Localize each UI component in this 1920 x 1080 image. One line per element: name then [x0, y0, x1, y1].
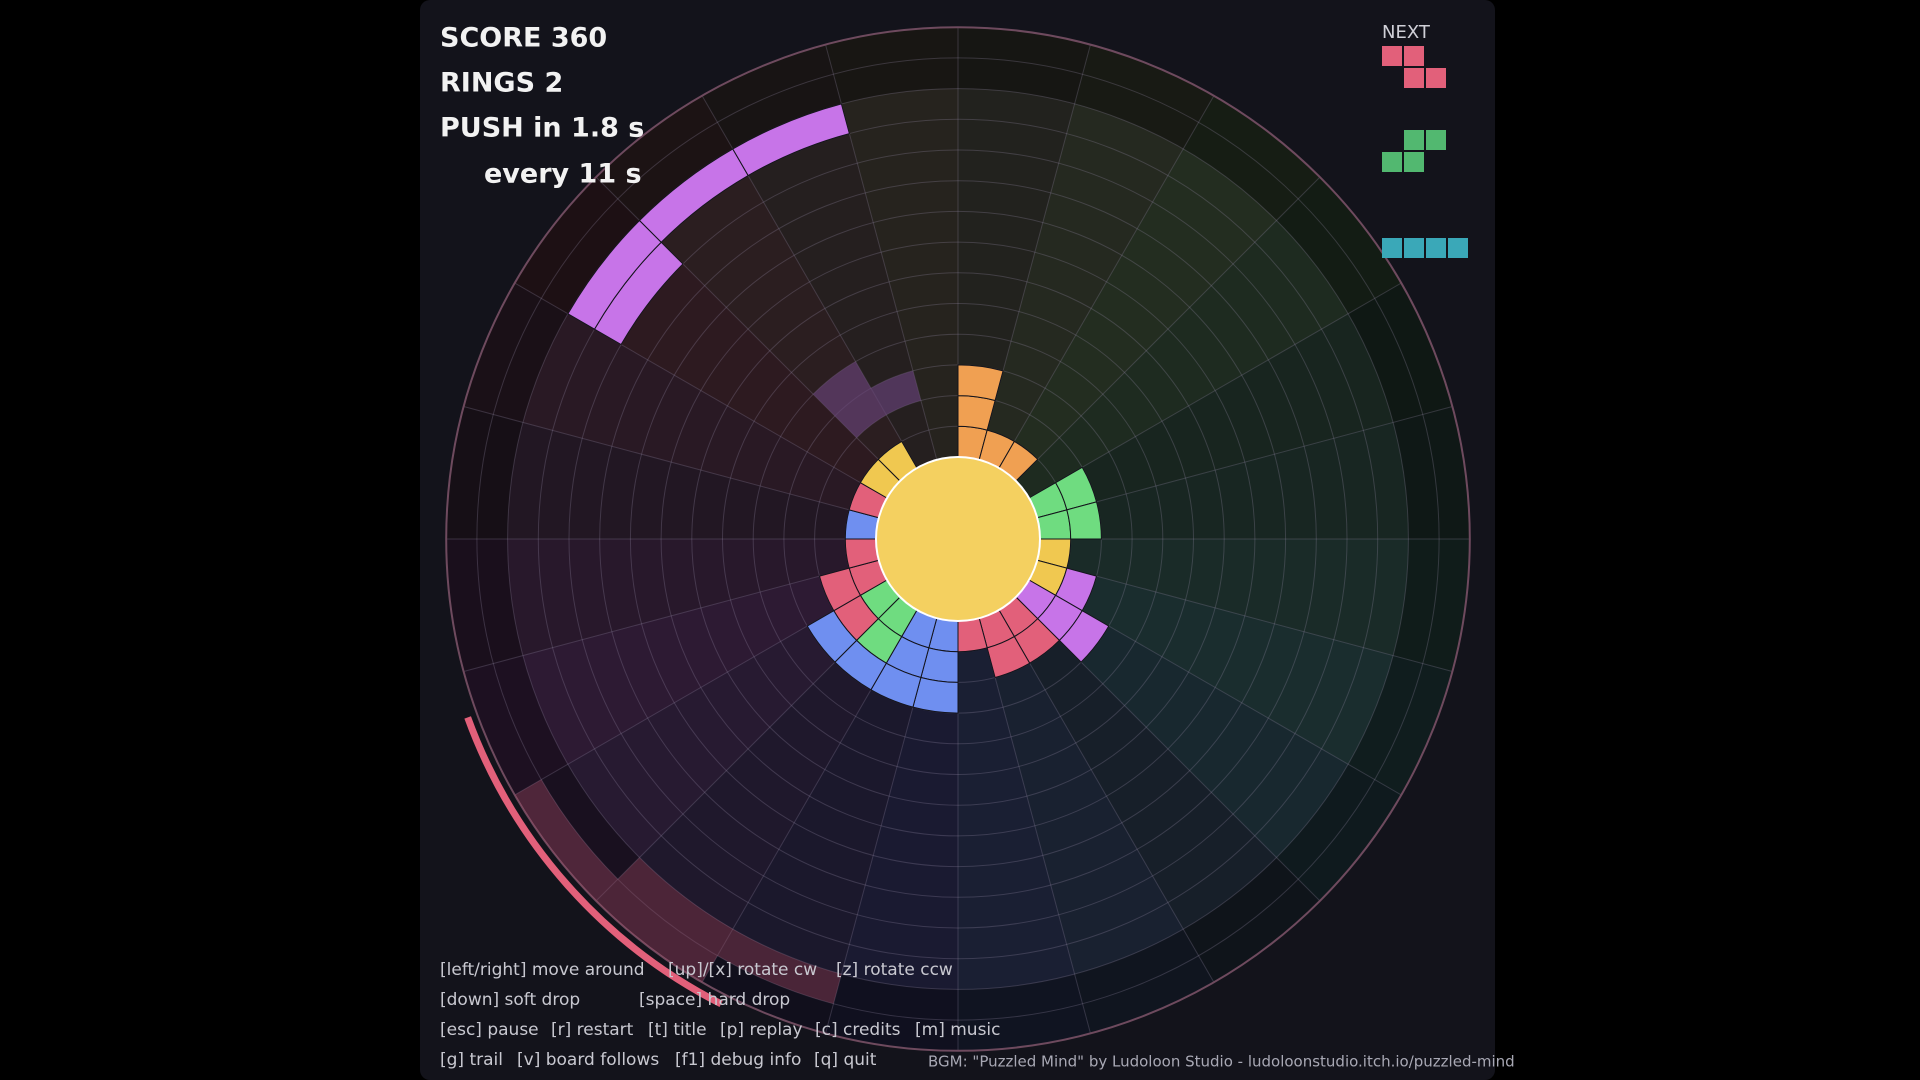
- control-hint: [z] rotate ccw: [836, 960, 953, 980]
- ghost-block: [834, 388, 887, 438]
- core: [875, 456, 1041, 622]
- board-rim: [445, 26, 1471, 1052]
- sector-tint: [596, 596, 917, 983]
- control-hint: [t] title: [648, 1020, 707, 1040]
- sector-tint: [446, 539, 879, 672]
- control-hint: [c] credits: [815, 1020, 901, 1040]
- ghost-block: [813, 361, 871, 416]
- next-queue: [1382, 46, 1468, 258]
- next-piece-cell: [1426, 238, 1446, 258]
- sector-tint: [958, 27, 1091, 460]
- sector-tint: [825, 618, 958, 1051]
- push-interval: every 11 s: [484, 159, 642, 190]
- ring-line: [629, 210, 1287, 868]
- next-piece-cell: [1404, 152, 1424, 172]
- ring-line: [537, 118, 1379, 960]
- control-hint: [r] restart: [551, 1020, 634, 1040]
- control-hint: [up]/[x] rotate cw: [668, 960, 817, 980]
- rings: RINGS 2: [440, 68, 563, 99]
- music-credit: BGM: "Puzzled Mind" by Ludoloon Studio -…: [928, 1053, 1515, 1071]
- next-piece-cell: [1448, 238, 1468, 258]
- control-hint: [esc] pause: [440, 1020, 539, 1040]
- spoke-line: [1037, 559, 1453, 672]
- block: [806, 610, 858, 663]
- control-hint: [down] soft drop: [440, 990, 580, 1010]
- outer-band: [446, 27, 1470, 1051]
- sector-tint: [1037, 539, 1470, 672]
- next-piece-cell: [1426, 68, 1446, 88]
- ring-line: [752, 333, 1164, 745]
- next-piece-cell: [1404, 46, 1424, 66]
- spoke-line: [1037, 406, 1453, 519]
- push-timer: PUSH in 1.8 s: [440, 113, 644, 144]
- next-label: NEXT: [1382, 22, 1431, 43]
- block: [1058, 610, 1110, 663]
- trail-cell: [717, 929, 842, 1004]
- sector-tint: [463, 283, 887, 518]
- next-piece-cell: [1404, 238, 1424, 258]
- sector-tint: [514, 580, 901, 901]
- ring-line: [507, 88, 1409, 990]
- sector-tint: [979, 610, 1214, 1034]
- spoke-line: [998, 95, 1215, 469]
- falling-block: [732, 103, 850, 177]
- control-hint: [v] board follows: [517, 1050, 659, 1070]
- sector-tint: [446, 406, 879, 539]
- trail-cell: [596, 879, 718, 983]
- trail-cell: [617, 857, 733, 956]
- ring-line: [691, 272, 1225, 806]
- spoke-line: [1028, 282, 1402, 499]
- score: SCORE 360: [440, 23, 607, 54]
- spoke-line: [1015, 176, 1321, 482]
- ghost-block: [870, 370, 921, 415]
- sector-tint: [702, 610, 937, 1034]
- ring-line: [660, 241, 1256, 837]
- block: [957, 364, 1004, 402]
- control-hint: [space] hard drop: [639, 990, 790, 1010]
- ring-line: [568, 149, 1348, 929]
- control-hint: [m] music: [915, 1020, 1001, 1040]
- next-piece-cell: [1382, 46, 1402, 66]
- next-piece-cell: [1382, 152, 1402, 172]
- ring-line: [476, 57, 1440, 1021]
- ring-line: [722, 303, 1194, 775]
- sector-tint: [999, 596, 1320, 983]
- trail-arc: [464, 716, 723, 1008]
- spoke-line: [978, 618, 1091, 1034]
- control-hint: [left/right] move around: [440, 960, 645, 980]
- ring-line: [599, 180, 1317, 898]
- sector-tint: [958, 618, 1091, 1051]
- next-piece-cell: [1382, 238, 1402, 258]
- next-piece-cell: [1404, 130, 1424, 150]
- next-piece-cell: [1404, 68, 1424, 88]
- sector-tint: [1029, 560, 1453, 795]
- next-piece-cell: [1426, 130, 1446, 150]
- spoke-line: [998, 609, 1215, 983]
- spoke-line: [463, 406, 879, 519]
- sector-tint: [825, 27, 958, 460]
- sector-tint: [463, 560, 887, 795]
- trail-cell: [514, 779, 618, 901]
- spoke-line: [463, 559, 879, 672]
- control-hint: [g] trail: [440, 1050, 503, 1070]
- sector-tint: [979, 44, 1214, 468]
- control-hint: [q] quit: [814, 1050, 877, 1070]
- sector-tint: [1015, 177, 1402, 498]
- control-hint: [f1] debug info: [675, 1050, 801, 1070]
- control-hint: [p] replay: [720, 1020, 803, 1040]
- sector-tint: [1029, 283, 1453, 518]
- sector-tint: [999, 95, 1320, 482]
- sector-tint: [1015, 580, 1402, 901]
- sector-tint: [1037, 406, 1470, 539]
- board: [445, 26, 1471, 1052]
